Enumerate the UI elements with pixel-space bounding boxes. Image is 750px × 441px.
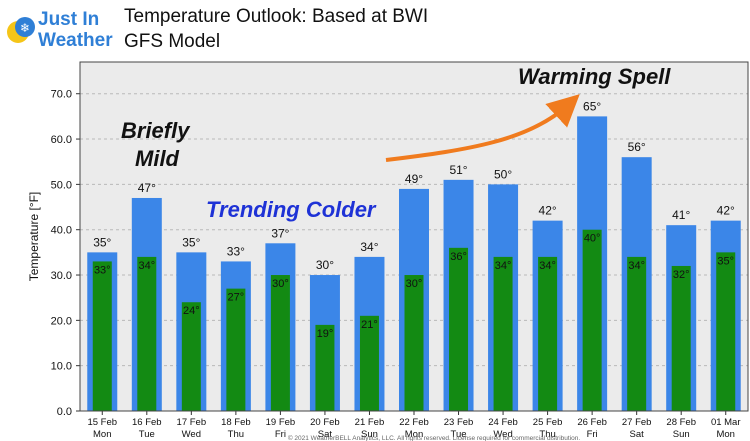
low-temp-bar [137,256,157,411]
high-temp-label: 37° [271,226,289,240]
low-temp-bar [181,302,201,411]
warming-arrow [385,94,580,162]
x-tick-label-day: Tue [451,429,467,440]
low-temp-label: 34° [628,260,645,272]
low-temp-label: 35° [717,255,734,267]
high-temp-label: 34° [360,240,378,254]
x-tick-label-date: 28 Feb [666,417,696,428]
high-temp-label: 33° [227,244,245,258]
low-temp-bar [404,275,424,411]
low-temp-bar [359,315,379,411]
logo-line1: Just In [38,9,100,30]
plot-frame [79,61,749,412]
x-tick-label-day: Thu [539,429,555,440]
low-temp-label: 27° [228,292,245,304]
x-tick-label-date: 17 Feb [177,417,207,428]
high-temp-label: 65° [583,99,601,113]
x-tick-label-day: Fri [275,429,286,440]
low-temp-bar [627,256,647,411]
high-temp-label: 42° [539,204,557,218]
x-tick-label-day: Wed [182,429,201,440]
low-temp-label: 34° [495,260,512,272]
low-temp-bar [716,252,736,411]
x-tick-label-day: Mon [93,429,111,440]
y-tick-label: 0.0 [57,406,72,418]
low-temp-bar [449,247,469,411]
y-tick-label: 60.0 [51,134,72,146]
low-temp-bar [538,256,558,411]
low-temp-label: 30° [406,278,423,290]
annotation-mild: Mild [135,146,179,171]
y-tick-label: 50.0 [51,179,72,191]
svg-text:❄: ❄ [20,21,30,35]
low-temp-label: 34° [539,260,556,272]
y-tick-label: 30.0 [51,270,72,282]
high-temp-label: 42° [717,204,735,218]
low-temp-bar [671,265,691,411]
logo-line2: Weather [38,30,113,51]
chart-subtitle: GFS Model [124,31,221,52]
x-tick-label-date: 15 Feb [87,417,117,428]
low-temp-bar [92,261,112,411]
high-temp-label: 35° [182,235,200,249]
x-tick-label-day: Sun [673,429,690,440]
x-tick-label-date: 24 Feb [488,417,518,428]
x-tick-label-day: Sat [630,429,645,440]
x-tick-label-day: Sun [361,429,378,440]
x-tick-label-date: 16 Feb [132,417,162,428]
x-tick-label-date: 19 Feb [266,417,296,428]
low-temp-bar [582,229,602,411]
x-tick-label-day: Fri [587,429,598,440]
x-tick-label-date: 26 Feb [577,417,607,428]
x-tick-label-day: Tue [139,429,155,440]
x-tick-label-day: Mon [716,429,734,440]
x-tick-label-day: Sat [318,429,333,440]
high-temp-label: 47° [138,181,156,195]
low-temp-label: 40° [584,233,601,245]
low-temp-label: 34° [138,260,155,272]
annotation-trending-colder: Trending Colder [206,197,376,222]
low-temp-label: 36° [450,251,467,263]
low-temp-label: 24° [183,305,200,317]
high-temp-label: 41° [672,208,690,222]
x-tick-label-day: Thu [228,429,244,440]
x-tick-label-date: 01 Mar [711,417,741,428]
x-tick-label-date: 27 Feb [622,417,652,428]
high-temp-label: 51° [449,163,467,177]
x-tick-label-date: 21 Feb [355,417,385,428]
y-tick-label: 70.0 [51,89,72,101]
x-tick-label-day: Mon [405,429,423,440]
low-temp-bar [270,275,290,411]
x-tick-label-day: Wed [493,429,512,440]
low-temp-bar [226,288,246,411]
low-temp-label: 30° [272,278,289,290]
y-axis-label: Temperature [°F] [27,192,41,282]
annotation-briefly: Briefly [121,118,190,143]
low-temp-label: 21° [361,319,378,331]
low-temp-label: 19° [317,328,334,340]
annotation-warming-spell: Warming Spell [518,64,671,89]
high-temp-label: 30° [316,258,334,272]
y-tick-label: 10.0 [51,361,72,373]
low-temp-bar [493,256,513,411]
high-temp-label: 49° [405,172,423,186]
low-temp-bar [315,324,335,411]
high-temp-label: 35° [93,235,111,249]
low-temp-label: 32° [673,269,690,281]
x-tick-label-date: 25 Feb [533,417,563,428]
x-tick-label-date: 22 Feb [399,417,429,428]
sun-snowflake-icon: ❄ [7,17,35,43]
x-tick-label-date: 20 Feb [310,417,340,428]
high-temp-label: 56° [628,140,646,154]
y-tick-label: 40.0 [51,225,72,237]
just-in-weather-logo: ❄ Just In Weather [6,8,116,52]
chart-title: Temperature Outlook: Based at BWI [124,6,429,27]
y-tick-label: 20.0 [51,315,72,327]
x-tick-label-date: 18 Feb [221,417,251,428]
x-tick-label-date: 23 Feb [444,417,474,428]
high-temp-label: 50° [494,167,512,181]
low-temp-label: 33° [94,264,111,276]
copyright-footer: © 2021 WeatherBELL Analytics, LLC. All r… [288,434,581,441]
